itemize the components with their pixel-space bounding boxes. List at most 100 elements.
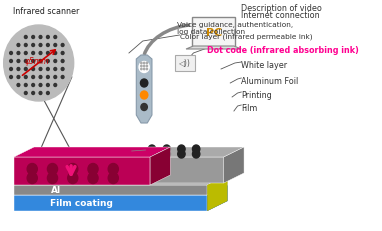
Text: log data collection: log data collection — [177, 29, 245, 35]
Circle shape — [88, 164, 98, 175]
Polygon shape — [207, 185, 227, 211]
Text: Al: Al — [51, 186, 62, 195]
FancyBboxPatch shape — [175, 55, 195, 71]
Text: Internet connection: Internet connection — [241, 11, 320, 20]
Circle shape — [24, 60, 27, 63]
Polygon shape — [14, 147, 170, 157]
Circle shape — [61, 68, 64, 71]
Polygon shape — [14, 157, 150, 185]
Circle shape — [178, 145, 185, 153]
Polygon shape — [207, 175, 227, 211]
Circle shape — [39, 92, 42, 95]
Circle shape — [108, 164, 118, 175]
Text: Film: Film — [241, 103, 258, 112]
Polygon shape — [14, 185, 207, 195]
Circle shape — [17, 52, 20, 55]
Polygon shape — [136, 56, 152, 123]
Circle shape — [141, 66, 142, 67]
Circle shape — [88, 173, 98, 184]
Circle shape — [32, 68, 34, 71]
Circle shape — [32, 60, 34, 63]
Text: Film coating: Film coating — [50, 199, 113, 208]
Polygon shape — [14, 195, 207, 211]
Circle shape — [47, 36, 49, 39]
Circle shape — [47, 60, 49, 63]
Circle shape — [17, 60, 20, 63]
Circle shape — [54, 44, 57, 47]
Circle shape — [61, 60, 64, 63]
Circle shape — [108, 173, 118, 184]
Circle shape — [54, 76, 57, 79]
Circle shape — [61, 76, 64, 79]
Polygon shape — [224, 147, 244, 183]
Circle shape — [27, 164, 37, 175]
Circle shape — [68, 173, 78, 184]
Polygon shape — [14, 175, 227, 185]
Text: Voice guidance, authentication,: Voice guidance, authentication, — [177, 22, 293, 28]
Circle shape — [47, 173, 58, 184]
Text: Printing: Printing — [241, 91, 272, 100]
Circle shape — [39, 76, 42, 79]
Circle shape — [39, 44, 42, 47]
Circle shape — [61, 44, 64, 47]
Circle shape — [141, 104, 147, 111]
Circle shape — [54, 60, 57, 63]
Circle shape — [148, 145, 155, 153]
Circle shape — [68, 164, 78, 175]
Circle shape — [39, 36, 42, 39]
Circle shape — [47, 92, 49, 95]
Circle shape — [47, 44, 49, 47]
Text: φ5mm: φ5mm — [24, 57, 49, 66]
Polygon shape — [141, 157, 224, 183]
Circle shape — [54, 68, 57, 71]
Circle shape — [146, 63, 147, 64]
Circle shape — [47, 76, 49, 79]
Polygon shape — [14, 185, 227, 195]
Circle shape — [39, 60, 42, 63]
Circle shape — [24, 68, 27, 71]
Circle shape — [32, 52, 34, 55]
Circle shape — [47, 84, 49, 87]
Circle shape — [141, 80, 148, 88]
Polygon shape — [141, 147, 244, 157]
Circle shape — [163, 150, 170, 158]
Polygon shape — [150, 147, 170, 185]
Text: Aluminum Foil: Aluminum Foil — [241, 77, 299, 86]
Polygon shape — [207, 175, 227, 195]
Circle shape — [178, 150, 185, 158]
Circle shape — [54, 84, 57, 87]
Circle shape — [163, 145, 170, 153]
Circle shape — [24, 36, 27, 39]
Circle shape — [193, 145, 200, 153]
Circle shape — [144, 66, 145, 67]
Circle shape — [148, 150, 155, 158]
Circle shape — [4, 26, 74, 102]
Circle shape — [61, 52, 64, 55]
Circle shape — [17, 84, 20, 87]
Circle shape — [139, 62, 149, 73]
Text: Dot code (infrared absorbing ink): Dot code (infrared absorbing ink) — [207, 46, 359, 55]
Circle shape — [47, 68, 49, 71]
Text: Description of video: Description of video — [241, 4, 322, 13]
Circle shape — [24, 84, 27, 87]
Circle shape — [54, 36, 57, 39]
Text: PC: PC — [206, 28, 222, 38]
Circle shape — [32, 84, 34, 87]
Circle shape — [144, 63, 145, 64]
Circle shape — [32, 36, 34, 39]
FancyBboxPatch shape — [193, 18, 235, 48]
Circle shape — [10, 76, 13, 79]
Circle shape — [10, 52, 13, 55]
Circle shape — [24, 52, 27, 55]
Circle shape — [24, 44, 27, 47]
Circle shape — [144, 69, 145, 70]
Circle shape — [32, 76, 34, 79]
Circle shape — [24, 76, 27, 79]
Circle shape — [39, 84, 42, 87]
Circle shape — [17, 68, 20, 71]
Circle shape — [17, 44, 20, 47]
Circle shape — [39, 68, 42, 71]
Circle shape — [10, 60, 13, 63]
Circle shape — [146, 69, 147, 70]
Circle shape — [32, 92, 34, 95]
